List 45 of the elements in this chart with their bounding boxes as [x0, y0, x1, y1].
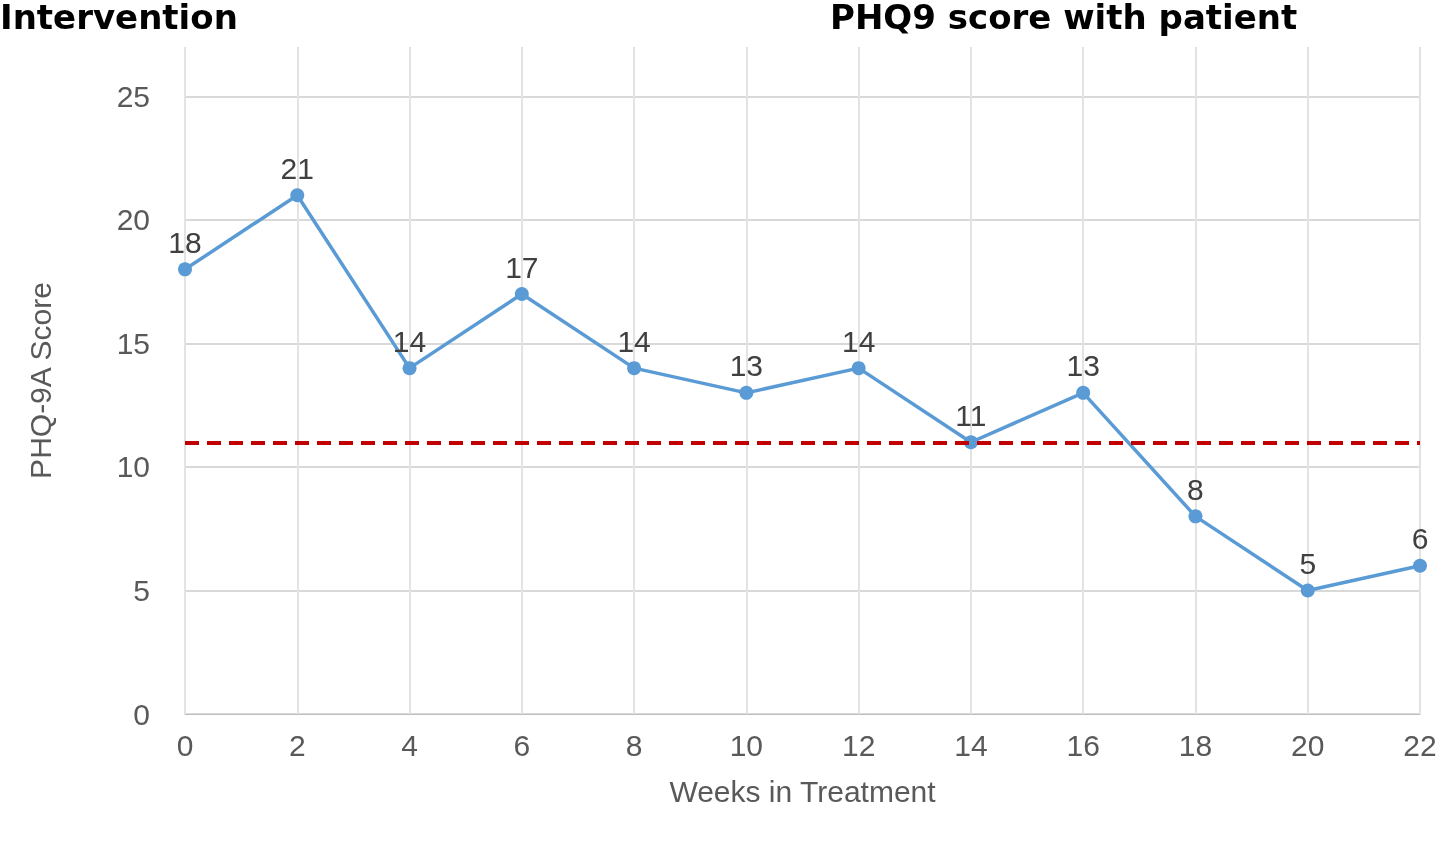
x-tick-label: 2: [288, 728, 306, 762]
text: Intervention: [0, 0, 238, 37]
point: [739, 385, 754, 400]
point: [627, 361, 642, 376]
y-tick-label: 0: [133, 697, 150, 731]
point: [851, 361, 866, 376]
x-axis-title: Weeks in Treatment: [669, 774, 937, 808]
y-tick-label: 15: [116, 326, 150, 360]
x-tick-label: 16: [1066, 728, 1100, 762]
data-label: 13: [729, 349, 764, 383]
x-tick-label: 6: [513, 728, 531, 762]
data-label: 14: [392, 324, 427, 358]
data-label: 8: [1187, 472, 1204, 506]
data-label: 6: [1411, 522, 1429, 556]
x-tick-label: 8: [625, 728, 643, 762]
x-tick-label: 12: [841, 728, 876, 762]
x-tick-label: 10: [729, 728, 764, 762]
x-tick-label: 20: [1291, 728, 1325, 762]
text: PHQ9 score with patient: [830, 0, 1298, 37]
point: [1188, 509, 1203, 524]
point: [290, 188, 305, 203]
y-tick-label: 10: [116, 450, 150, 484]
point: [514, 287, 529, 302]
y-tick-label: 5: [133, 573, 150, 607]
data-label: 17: [505, 250, 539, 284]
point: [1300, 583, 1315, 598]
point: [178, 262, 192, 277]
data-label: 11: [955, 398, 987, 432]
data-label: 13: [1066, 349, 1100, 383]
data-label: 5: [1299, 546, 1317, 580]
y-tick-label: 25: [116, 79, 150, 113]
data-label: 18: [168, 225, 202, 259]
y-tick-label: 20: [116, 203, 150, 237]
point: [1076, 385, 1091, 400]
data-label: 21: [280, 151, 314, 185]
x-tick-label: 0: [176, 728, 194, 762]
x-tick-label: 4: [401, 728, 418, 762]
x-tick-label: 22: [1403, 728, 1437, 762]
x-tick-label: 14: [954, 728, 988, 762]
data-label: 14: [841, 324, 876, 358]
point: [402, 361, 417, 376]
data-label: 14: [617, 324, 651, 358]
point: [1413, 558, 1427, 573]
x-tick-label: 18: [1178, 728, 1213, 762]
y-axis-title: PHQ-9A Score: [23, 282, 57, 479]
